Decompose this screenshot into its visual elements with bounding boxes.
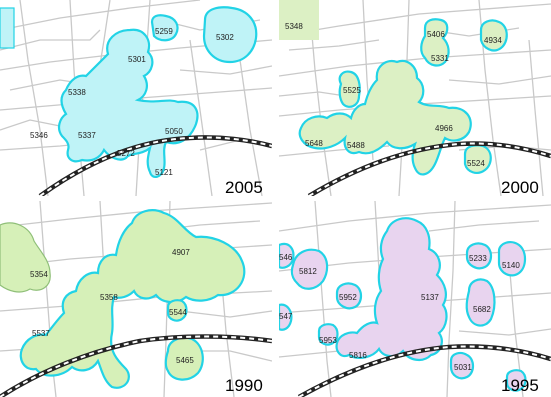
region-blob (19, 209, 246, 389)
region-blob (166, 299, 188, 322)
coverage-area (279, 217, 527, 392)
map-2005: 5259 5302 5301 5338 5346 5337 5050 5272 … (0, 0, 272, 196)
sector-labels: 546 5812 5233 5140 547 5952 5137 5682 59… (279, 253, 520, 372)
sector-label: 5302 (216, 33, 234, 42)
map-1990: 4907 5354 5358 5544 5537 5465 1990 (0, 201, 272, 397)
railway (0, 334, 272, 397)
sector-label: 5525 (343, 86, 361, 95)
sector-label: 5952 (339, 293, 357, 302)
sector-label: 5272 (117, 149, 135, 158)
region-blob (290, 248, 329, 290)
sector-label: 4934 (484, 36, 502, 45)
sector-label: 5050 (165, 127, 183, 136)
year-label: 1990 (225, 376, 263, 395)
sector-label: 5233 (469, 254, 487, 263)
sector-label: 5953 (319, 336, 337, 345)
region-blob (497, 241, 527, 277)
sector-labels: 5259 5302 5301 5338 5346 5337 5050 5272 … (30, 27, 234, 177)
sector-label: 4966 (435, 124, 453, 133)
sector-label: 5524 (467, 159, 485, 168)
year-label: 1995 (501, 376, 539, 395)
sector-label: 5031 (454, 363, 472, 372)
sector-label: 5682 (473, 305, 491, 314)
sector-label: 5544 (169, 308, 187, 317)
region-blob (465, 242, 493, 270)
railway (307, 141, 551, 196)
region-blob (335, 282, 363, 310)
year-label: 2005 (225, 178, 263, 196)
map-panel-1990: 4907 5354 5358 5544 5537 5465 1990 (0, 201, 272, 397)
sector-label: 5488 (347, 141, 365, 150)
sector-label: 5812 (299, 267, 317, 276)
sector-label: 5337 (78, 131, 96, 140)
region-blob (150, 14, 179, 42)
sector-label: 547 (279, 312, 293, 321)
sector-label: 5358 (100, 293, 118, 302)
sector-label: 5406 (427, 30, 445, 39)
railway (297, 344, 551, 397)
map-panel-1995: 546 5812 5233 5140 547 5952 5137 5682 59… (279, 201, 551, 397)
sector-label: 5465 (176, 356, 194, 365)
sector-labels: 5348 5406 4934 5331 5525 5648 5488 4966 … (285, 22, 502, 168)
sector-label: 4907 (172, 248, 190, 257)
region-blob (279, 303, 293, 331)
sector-labels: 4907 5354 5358 5544 5537 5465 (30, 248, 194, 365)
region-blob (202, 6, 258, 64)
map-1995: 546 5812 5233 5140 547 5952 5137 5682 59… (279, 201, 551, 397)
sector-label: 5648 (305, 139, 323, 148)
region-blob (479, 19, 508, 52)
region-blob (465, 278, 496, 327)
year-label: 2000 (501, 178, 539, 196)
sector-label: 546 (279, 253, 293, 262)
coverage-area (0, 209, 246, 389)
region-blob (420, 18, 450, 67)
sector-label: 5121 (155, 168, 173, 177)
sector-label: 5140 (502, 261, 520, 270)
sector-label: 5816 (349, 351, 367, 360)
sector-label: 5346 (30, 131, 48, 140)
sector-label: 5137 (421, 293, 439, 302)
region-blob (449, 351, 475, 380)
sector-label: 5338 (68, 88, 86, 97)
map-panel-2000: 5348 5406 4934 5331 5525 5648 5488 4966 … (279, 0, 551, 196)
partial-region (0, 7, 15, 49)
region-blob (317, 323, 339, 346)
region-blob (463, 144, 492, 174)
railway (38, 135, 272, 196)
sector-label: 5301 (128, 55, 146, 64)
map-panel-2005: 5259 5302 5301 5338 5346 5337 5050 5272 … (0, 0, 272, 196)
region-blob (338, 70, 361, 108)
map-2000: 5348 5406 4934 5331 5525 5648 5488 4966 … (279, 0, 551, 196)
partial-region (279, 0, 319, 40)
sector-label: 5331 (431, 54, 449, 63)
sector-label: 5354 (30, 270, 48, 279)
sector-label: 5537 (32, 329, 50, 338)
sector-label: 5348 (285, 22, 303, 31)
sector-label: 5259 (155, 27, 173, 36)
region-blob (279, 242, 295, 269)
region-blob (0, 222, 51, 293)
region-blob (505, 369, 527, 392)
